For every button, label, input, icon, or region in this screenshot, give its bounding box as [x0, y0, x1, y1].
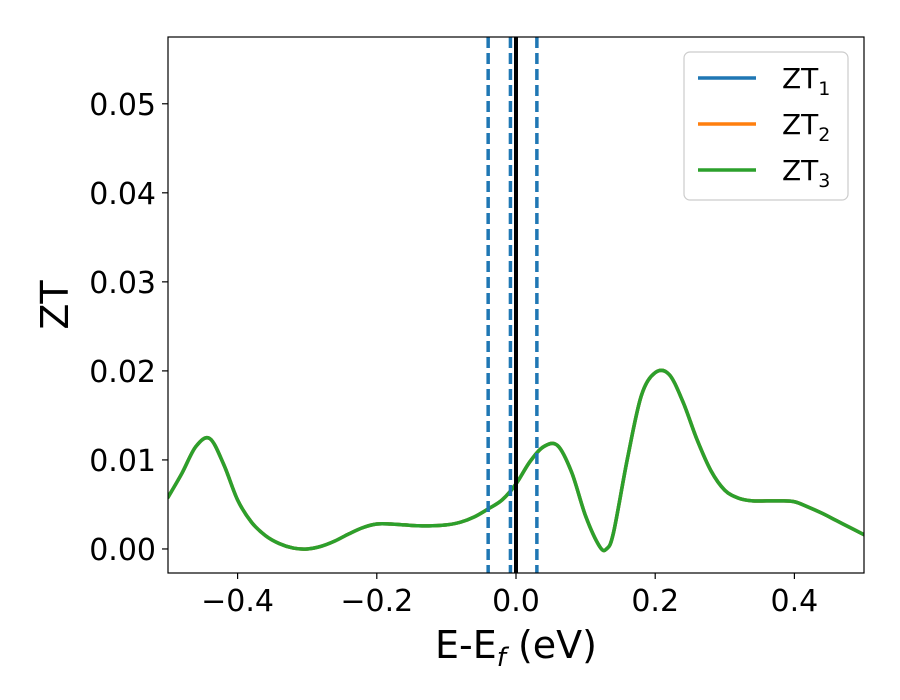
legend-item: ZT1: [698, 62, 830, 100]
x-tick-label: 0.2: [631, 584, 679, 619]
y-tick-label: 0.01: [89, 444, 156, 479]
legend-items: ZT1 ZT2 ZT3: [698, 62, 830, 192]
legend-item: ZT3: [698, 154, 830, 192]
legend-box: [683, 51, 849, 201]
legend-label: ZT3: [782, 154, 830, 192]
y-tick-label: 0.04: [89, 177, 156, 212]
series-zt3: [168, 368, 864, 553]
y-tick-label: 0.05: [89, 88, 156, 123]
x-axis-title-main: E-E: [435, 623, 497, 667]
x-tick-label: −0.4: [201, 584, 274, 619]
x-tick-label: −0.2: [340, 584, 413, 619]
x-axis-ticks: −0.4 −0.2 0.0 0.2 0.4: [201, 573, 818, 619]
legend-label: ZT2: [782, 108, 830, 146]
reference-lines: [486, 37, 539, 573]
legend-label: ZT1: [782, 62, 830, 100]
y-axis-ticks: 0.00 0.01 0.02 0.03 0.04 0.05: [89, 88, 168, 568]
legend: ZT1 ZT2 ZT3: [683, 51, 849, 201]
y-tick-label: 0.02: [89, 355, 156, 390]
y-axis-title: ZT: [33, 280, 77, 330]
plot-area: [168, 368, 864, 553]
series-line-zt3: [168, 368, 864, 553]
x-axis-title-unit: (eV): [506, 623, 597, 667]
y-tick-label: 0.00: [89, 533, 156, 568]
x-axis-title: E-Ef (eV): [435, 623, 597, 673]
x-tick-label: 0.4: [771, 584, 819, 619]
x-tick-label: 0.0: [492, 584, 540, 619]
y-tick-label: 0.03: [89, 266, 156, 301]
legend-item: ZT2: [698, 108, 830, 146]
